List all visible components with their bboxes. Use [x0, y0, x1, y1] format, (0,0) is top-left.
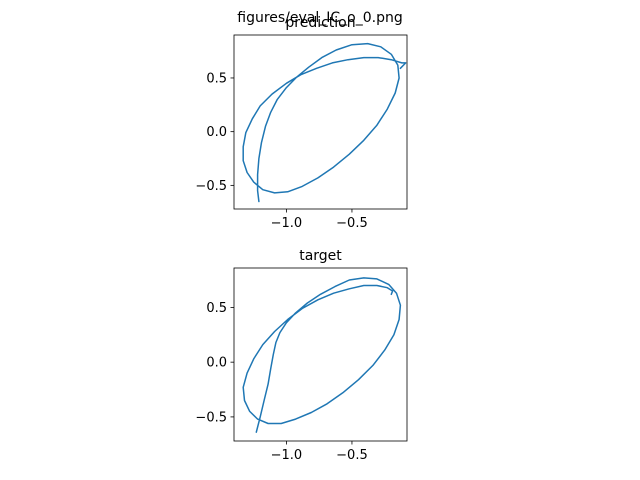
- axes-frame: [233, 267, 408, 442]
- y-tick-label: 0.0: [206, 356, 227, 371]
- y-tick-label: −0.5: [195, 410, 227, 425]
- axes-prediction: −1.0 −0.5 −0.5 0.0 0.5 prediction: [195, 15, 408, 231]
- y-tick-label: 0.5: [206, 71, 227, 86]
- x-tick-label: −0.5: [336, 448, 368, 463]
- y-tick-label: −0.5: [195, 179, 227, 194]
- subplot-title: target: [299, 248, 342, 264]
- axes-target: −1.0 −0.5 −0.5 0.0 0.5 target: [195, 248, 408, 463]
- series-line-0: [242, 42, 407, 203]
- y-tick-label: 0.5: [206, 301, 227, 316]
- axes-frame: [233, 34, 408, 210]
- x-tick-label: −1.0: [271, 448, 303, 463]
- subplot-title: prediction: [285, 15, 355, 31]
- figure-suptitle: figures/eval_IC_o_0.png: [237, 10, 403, 26]
- x-tick-label: −0.5: [336, 216, 368, 231]
- x-tick-label: −1.0: [271, 216, 303, 231]
- series-line-0: [242, 277, 402, 433]
- y-tick-label: 0.0: [206, 125, 227, 140]
